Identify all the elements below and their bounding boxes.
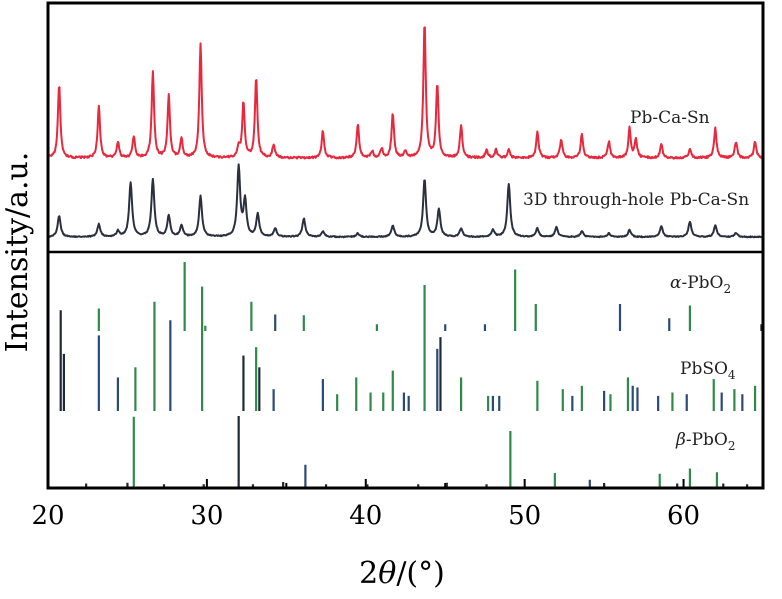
reference-patterns	[59, 262, 763, 488]
ref-label-pbso4: PbSO4	[680, 359, 736, 382]
series-label-pb-ca-sn: Pb-Ca-Sn	[630, 108, 710, 128]
plot-frame	[46, 1, 765, 490]
x-tick-label: 40	[349, 501, 382, 531]
series-label-through-hole: 3D through-hole Pb-Ca-Sn	[523, 190, 749, 210]
series-curve-pb-ca-sn	[47, 26, 764, 160]
y-axis-title: Intensity/a.u.	[0, 152, 35, 353]
series-curve-through-hole	[47, 163, 764, 239]
pattern-curves	[47, 26, 764, 239]
x-tick-label: 20	[31, 501, 64, 531]
ref-label-alpha-pbo2: α-PbO2	[670, 273, 731, 296]
reference-pattern-0	[97, 262, 763, 331]
x-tick-label: 50	[508, 501, 541, 531]
reference-pattern-1	[59, 285, 757, 411]
plot-border	[46, 1, 765, 490]
reference-pattern-2	[85, 416, 749, 488]
ref-label-beta-pbo2: β-PbO2	[675, 430, 735, 453]
x-tick-label: 60	[667, 501, 700, 531]
x-tick-labels: 20 30 40 50 60	[31, 501, 700, 531]
x-tick-label: 30	[190, 501, 223, 531]
x-axis-title: 2θ/(°)	[359, 556, 445, 591]
